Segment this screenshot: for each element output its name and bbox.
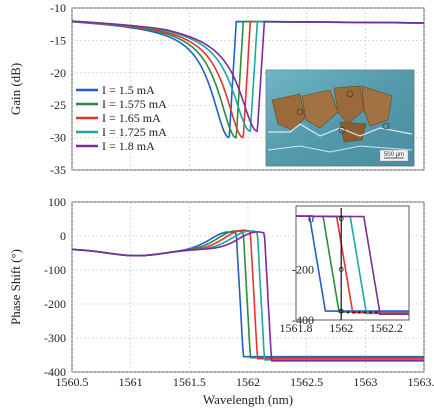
gain-yticks: -35 -30 -25 -20 -15 -10 [50, 1, 66, 177]
legend: I = 1.5 mAI = 1.575 mAI = 1.65 mAI = 1.7… [76, 83, 167, 153]
inset-dotted-marker [352, 311, 355, 314]
inset-background [295, 205, 410, 321]
inset-xtick-label: 1562 [329, 321, 353, 335]
legend-label: I = 1.8 mA [102, 139, 155, 153]
legend-label: I = 1.725 mA [102, 125, 167, 139]
inset-series-line [296, 215, 409, 315]
phase-xtick-label: 1562 [236, 375, 260, 389]
waveguide [268, 123, 413, 137]
phase-xtick-label: 1563 [353, 375, 377, 389]
gain-series-line [72, 20, 425, 133]
inset-dotted-marker [369, 311, 372, 314]
phase-ytick-label: -300 [44, 331, 66, 345]
phase-ticks: 1560.5 1561 1561.5 1562 1562.5 1563 1563.5 -400… [44, 195, 434, 389]
phase-xtick-label: 1561 [119, 375, 143, 389]
scale-bar-box [379, 149, 409, 162]
inset-xtick-label: 1562.2 [370, 321, 403, 335]
inset-marker-point [338, 216, 344, 222]
inset-dotted-marker [375, 311, 378, 314]
phase-xtick-label: 1563.5 [408, 375, 434, 389]
ring-resonator-4 [338, 126, 346, 134]
inset-series [296, 208, 409, 320]
phase-series-line [72, 231, 424, 362]
phase-series [72, 229, 424, 362]
micrograph-inset: 500 μm [265, 69, 415, 167]
ring-resonator-1 [296, 108, 304, 116]
gain-ylabel: Gain (dB) [8, 63, 23, 115]
inset-dotted-marker [363, 311, 367, 314]
inset-marker-point [338, 266, 344, 272]
gain-ytick-label: -10 [50, 1, 66, 15]
gain-ytick-label: -25 [50, 98, 66, 112]
electrode-pad-2 [301, 89, 339, 129]
inset-ytick-label: 0 [308, 212, 314, 226]
gain-ytick-label: -20 [50, 66, 66, 80]
ring-resonator-3 [382, 122, 390, 130]
inset-marker-point [338, 308, 344, 314]
phase-ytick-label: -400 [44, 365, 66, 379]
legend-label: I = 1.575 mA [102, 97, 167, 111]
phase-panel: 1560.5 1561 1561.5 1562 1562.5 1563 1563.5 -400… [8, 195, 434, 407]
phase-xtick-label: 1560.5 [56, 375, 89, 389]
phase-ytick-label: 100 [48, 195, 66, 209]
inset-ytick-label: -400 [292, 313, 314, 327]
waveguide-2 [267, 145, 413, 153]
phase-xtick-label: 1562.5 [290, 375, 323, 389]
ring-resonator-2 [346, 90, 354, 98]
electrode-pad-1 [271, 93, 306, 131]
scale-bar-label: 500 μm [384, 152, 404, 158]
legend-label: I = 1.65 mA [102, 111, 161, 125]
inset-dotted-marker [346, 311, 350, 314]
phase-ytick-label: -200 [44, 297, 66, 311]
gain-series [71, 20, 425, 139]
gain-ytick-label: -30 [50, 131, 66, 145]
inset-ticks: 1561.8 1562 1562.2 -400 -200 0 [280, 212, 403, 335]
legend-label: I = 1.5 mA [102, 83, 155, 97]
electrode-pad-4 [361, 85, 393, 127]
electrode-pad-3 [333, 85, 365, 125]
phase-xlabel: Wavelength (nm) [203, 392, 293, 407]
electrode-pad-5 [339, 121, 367, 143]
inset-ytick-label: -200 [292, 262, 314, 276]
phase-ylabel: Phase Shift (°) [8, 249, 23, 325]
phase-ytick-label: 0 [60, 229, 66, 243]
gain-ytick-label: -15 [50, 33, 66, 47]
gain-ytick-label: -35 [50, 163, 66, 177]
phase-zoom-inset: 1561.8 1562 1562.2 -400 -200 0 [280, 205, 410, 335]
inset-xtick-label: 1561.8 [280, 321, 313, 335]
inset-dotted-marker [358, 311, 361, 314]
gain-panel: -35-30-25-20-15-10 Gain (dB) I = 1.5 mAI… [8, 1, 425, 177]
phase-xtick-label: 1561.5 [173, 375, 206, 389]
phase-ytick-label: -100 [44, 263, 66, 277]
